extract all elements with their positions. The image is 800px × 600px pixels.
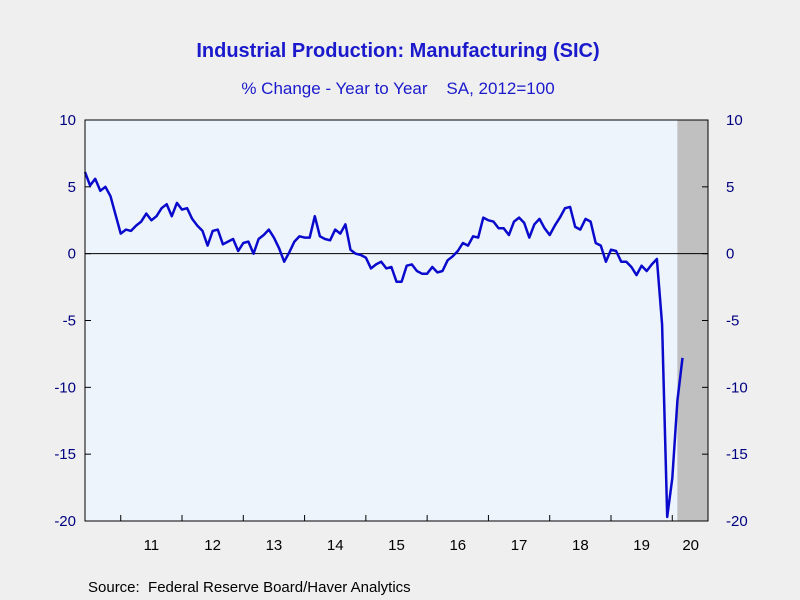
y-tick-label-right: -20 [726,513,748,530]
y-tick-label-right: 5 [726,179,734,196]
chart-subtitle: % Change - Year to Year SA, 2012=100 [241,79,554,98]
y-axis-left: 10 5 0 -5 -10 -15 -20 [54,112,91,530]
x-tick-label: 14 [327,537,344,554]
y-tick-label-right: -10 [726,379,748,396]
x-tick-label: 17 [511,537,528,554]
x-tick-label: 16 [449,537,466,554]
x-tick-label: 15 [388,537,405,554]
x-tick-label: 20 [682,537,699,554]
y-tick-label-right: 0 [726,246,734,263]
x-tick-label: 12 [204,537,221,554]
plot-border [84,119,709,522]
x-tick-label: 13 [266,537,283,554]
x-tick-label: 19 [633,537,650,554]
y-tick-label-left: 5 [68,179,76,196]
x-tick-label: 11 [144,537,160,554]
y-axis-right: 10 5 0 -5 -10 -15 -20 [702,112,748,530]
y-tick-label-right: -5 [726,313,739,330]
y-tick-label-right: 10 [726,112,743,129]
y-tick-label-left: 0 [68,246,76,263]
y-tick-label-left: -5 [63,313,76,330]
x-axis: 11 12 13 14 15 16 17 18 19 20 [120,515,699,554]
series-line [83,171,684,519]
y-tick-label-left: -10 [54,379,76,396]
y-tick-label-left: 10 [59,112,76,129]
chart-title: Industrial Production: Manufacturing (SI… [196,40,599,62]
y-tick-label-right: -15 [726,446,748,463]
plot-area [85,120,708,521]
y-tick-label-left: -20 [54,513,76,530]
y-tick-label-left: -15 [54,446,76,463]
source-note: Source: Federal Reserve Board/Haver Anal… [88,579,411,596]
x-tick-label: 18 [572,537,589,554]
